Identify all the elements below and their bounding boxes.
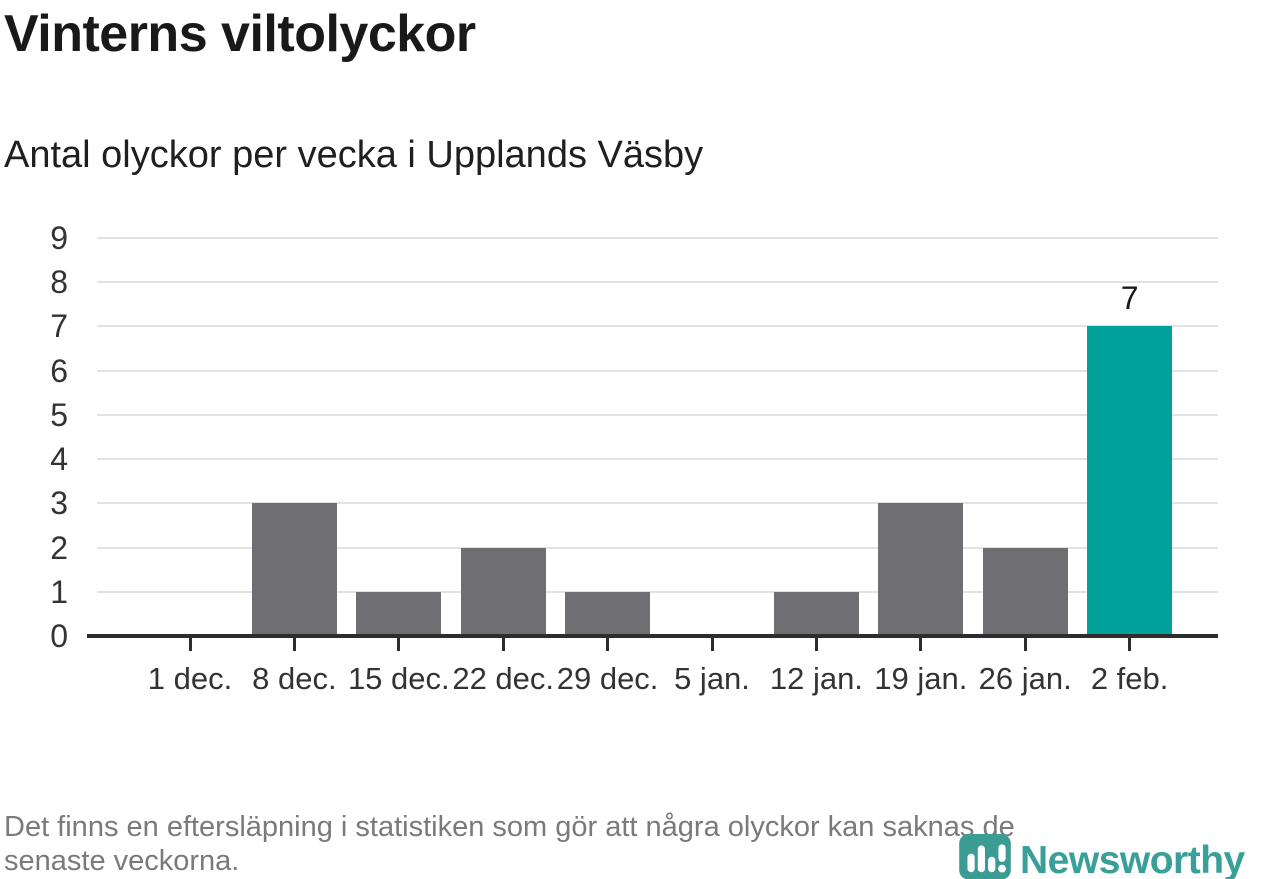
bar-19-jan — [878, 503, 964, 636]
x-tick-mark — [1023, 638, 1027, 651]
gridline — [97, 546, 1218, 549]
y-tick-label: 0 — [50, 618, 68, 654]
y-tick-label: 4 — [50, 441, 68, 478]
x-tick-mark — [292, 638, 296, 651]
x-tick-label: 29 dec. — [556, 661, 659, 696]
bar-26-jan — [982, 547, 1068, 636]
x-tick-label: 19 jan. — [874, 661, 968, 696]
gridline — [97, 590, 1218, 593]
x-axis-line — [87, 634, 1218, 638]
x-tick-mark — [814, 638, 818, 651]
gridline — [97, 281, 1218, 284]
bar-value-label: 7 — [1120, 280, 1139, 317]
x-tick-mark — [188, 638, 192, 651]
y-tick-label: 8 — [50, 264, 68, 301]
x-tick-mark — [397, 638, 401, 651]
gridline — [97, 413, 1218, 416]
newsworthy-logo: Newsworthy — [958, 833, 1245, 879]
footer-note: Det finns en eftersläpning i statistiken… — [4, 810, 1258, 878]
x-tick-label: 12 jan. — [769, 661, 863, 696]
bar-12-jan — [773, 591, 859, 636]
chart-title: Vinterns viltolyckor — [4, 5, 476, 63]
newsworthy-logo-text: Newsworthy — [1020, 839, 1245, 879]
x-tick-label: 1 dec. — [147, 661, 233, 696]
y-tick-label: 7 — [50, 308, 68, 345]
x-tick-label: 2 feb. — [1090, 661, 1169, 696]
footer-note-line2: senaste veckorna. — [4, 845, 240, 877]
x-tick-label: 15 dec. — [347, 661, 450, 696]
bar-8-dec — [251, 503, 337, 636]
x-tick-mark — [606, 638, 610, 651]
x-tick-label: 26 jan. — [978, 661, 1072, 696]
x-tick-mark — [1128, 638, 1132, 651]
x-tick-label: 5 jan. — [674, 661, 750, 696]
footer-note-line1: Det finns en eftersläpning i statistiken… — [4, 811, 1015, 843]
gridline — [97, 369, 1218, 372]
bar-15-dec — [356, 591, 442, 636]
bar-29-dec — [565, 591, 651, 636]
gridline — [97, 237, 1218, 239]
chart-subtitle: Antal olyckor per vecka i Upplands Väsby — [4, 134, 704, 176]
x-tick-mark — [501, 638, 505, 651]
y-tick-label: 1 — [50, 573, 68, 610]
y-tick-label: 3 — [50, 485, 68, 522]
y-tick-label: 2 — [50, 529, 68, 566]
newsworthy-pin-barchart-icon — [958, 833, 1012, 879]
gridline — [97, 325, 1218, 328]
x-tick-label: 22 dec. — [452, 661, 555, 696]
bar-22-dec — [460, 547, 546, 636]
y-tick-label: 6 — [50, 352, 68, 389]
x-tick-mark — [710, 638, 714, 651]
bar-2-feb — [1087, 326, 1173, 636]
gridline — [97, 458, 1218, 461]
y-tick-label: 5 — [50, 396, 68, 433]
gridline — [97, 502, 1218, 505]
y-tick-label: 9 — [50, 220, 68, 256]
x-tick-mark — [919, 638, 923, 651]
x-tick-label: 8 dec. — [252, 661, 337, 696]
